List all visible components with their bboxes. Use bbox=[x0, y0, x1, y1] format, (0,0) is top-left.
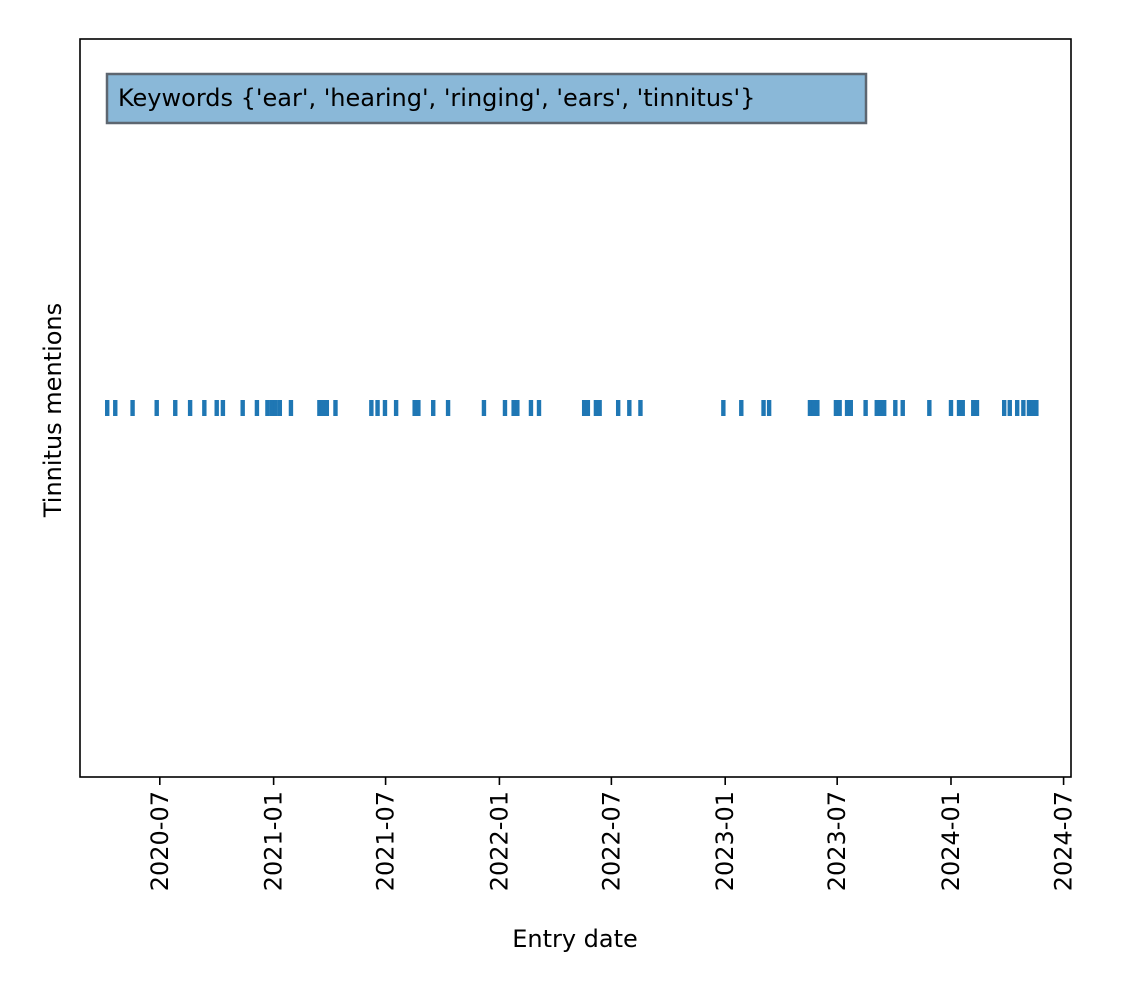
event-marker bbox=[317, 400, 322, 416]
event-marker bbox=[1026, 400, 1032, 416]
event-marker bbox=[173, 400, 178, 416]
event-marker bbox=[511, 400, 516, 416]
keywords-annotation: Keywords {'ear', 'hearing', 'ringing', '… bbox=[105, 72, 868, 125]
x-tick-label: 2022-01 bbox=[485, 791, 513, 891]
x-axis-ticks: 2020-07 2021-01 2021-07 2022-01 2022-07 2023-… bbox=[146, 777, 1078, 891]
event-marker bbox=[1034, 400, 1039, 416]
event-marker bbox=[375, 400, 380, 416]
event-marker bbox=[431, 400, 436, 416]
event-marker bbox=[320, 400, 326, 416]
event-marker bbox=[254, 400, 260, 416]
event-marker bbox=[288, 400, 294, 416]
event-marker bbox=[105, 400, 110, 416]
event-marker bbox=[481, 400, 487, 416]
event-marker bbox=[638, 400, 643, 416]
event-marker bbox=[615, 400, 621, 416]
event-marker bbox=[416, 400, 421, 416]
event-marker bbox=[893, 400, 898, 416]
event-marker bbox=[187, 400, 193, 416]
y-axis-label: Tinnitus mentions bbox=[39, 303, 67, 518]
event-marker bbox=[113, 400, 118, 416]
x-tick-label: 2022-07 bbox=[597, 791, 625, 891]
event-marker bbox=[536, 400, 542, 416]
event-marker bbox=[1007, 400, 1012, 416]
event-marker bbox=[240, 400, 245, 416]
event-marker bbox=[833, 400, 839, 416]
event-marker bbox=[844, 400, 850, 416]
event-marker bbox=[1021, 400, 1026, 416]
event-marker bbox=[585, 400, 591, 416]
plot-frame bbox=[79, 38, 1072, 778]
event-marker bbox=[837, 400, 842, 416]
event-marker bbox=[878, 400, 883, 416]
event-marker bbox=[382, 400, 388, 416]
event-marker bbox=[273, 400, 278, 416]
event-marker bbox=[811, 400, 816, 416]
event-marker bbox=[214, 400, 219, 416]
event-marker bbox=[1001, 400, 1007, 416]
event-marker bbox=[807, 400, 813, 416]
x-tick-label: 2024-01 bbox=[937, 791, 965, 891]
event-marker bbox=[971, 400, 976, 416]
event-marker bbox=[721, 400, 726, 416]
event-marker bbox=[863, 400, 868, 416]
event-marker bbox=[202, 400, 207, 416]
event-marker bbox=[130, 400, 135, 416]
x-tick-label: 2021-01 bbox=[260, 791, 288, 891]
event-marker bbox=[445, 400, 451, 416]
event-marker bbox=[265, 400, 270, 416]
event-marker bbox=[1030, 400, 1035, 416]
event-marker bbox=[627, 400, 632, 416]
event-markers bbox=[105, 400, 1039, 416]
event-marker bbox=[593, 400, 599, 416]
event-marker bbox=[412, 400, 417, 416]
event-marker bbox=[369, 400, 374, 416]
event-marker bbox=[974, 400, 980, 416]
event-marker bbox=[220, 400, 226, 416]
keywords-text: Keywords {'ear', 'hearing', 'ringing', '… bbox=[118, 84, 755, 112]
event-marker bbox=[956, 400, 962, 416]
x-axis-label: Entry date bbox=[512, 925, 638, 953]
event-marker bbox=[269, 400, 274, 416]
event-marker bbox=[927, 400, 932, 416]
event-marker bbox=[948, 400, 954, 416]
event-marker bbox=[761, 400, 766, 416]
event-marker bbox=[848, 400, 853, 416]
x-tick-label: 2024-07 bbox=[1050, 791, 1078, 891]
event-marker bbox=[739, 400, 744, 416]
event-marker bbox=[154, 400, 159, 416]
keywords-box bbox=[105, 72, 868, 125]
event-marker bbox=[277, 400, 283, 416]
event-marker bbox=[881, 400, 887, 416]
event-marker bbox=[597, 400, 602, 416]
x-tick-label: 2020-07 bbox=[146, 791, 174, 891]
event-marker bbox=[1014, 400, 1020, 416]
event-marker bbox=[393, 400, 399, 416]
event-marker bbox=[502, 400, 508, 416]
event-marker bbox=[960, 400, 965, 416]
event-marker bbox=[766, 400, 772, 416]
x-tick-label: 2023-01 bbox=[711, 791, 739, 891]
event-marker bbox=[515, 400, 520, 416]
x-tick-label: 2021-07 bbox=[372, 791, 400, 891]
event-marker bbox=[581, 400, 587, 416]
event-marker bbox=[528, 400, 534, 416]
event-marker bbox=[900, 400, 905, 416]
event-marker bbox=[815, 400, 820, 416]
event-marker bbox=[324, 400, 330, 416]
event-marker bbox=[874, 400, 879, 416]
event-marker bbox=[333, 400, 338, 416]
x-tick-label: 2023-07 bbox=[823, 791, 851, 891]
